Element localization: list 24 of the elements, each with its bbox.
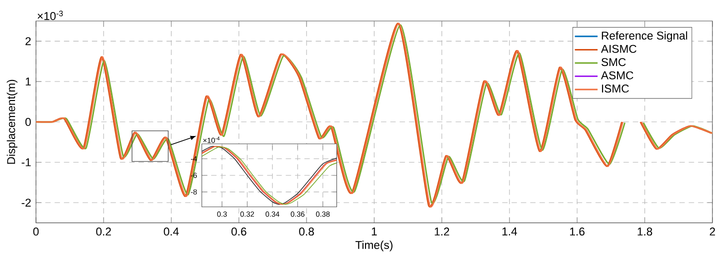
y-tick-label: -2 (22, 198, 31, 207)
legend-label: ISMC (602, 84, 629, 93)
y-tick-label: 1 (26, 78, 31, 86)
x-tick-label: 0.8 (299, 228, 314, 236)
x-tick-label: 0.6 (231, 228, 246, 236)
text: ×10$^{-3}$ (38, 10, 63, 20)
x-tick-label: 0.4 (164, 228, 179, 236)
y-tick-label: 0 (25, 118, 31, 126)
x-tick-label: 1.4 (502, 228, 518, 236)
legend-label: SMC (602, 58, 626, 66)
x-axis-title: Time(s) (355, 240, 392, 252)
x-tick-label: 1.2 (434, 228, 450, 236)
x-tick-label: 0 (33, 228, 39, 236)
y-tick-label: 2 (26, 37, 31, 46)
x-tick-label: 1.6 (570, 228, 585, 236)
legend-label: Reference Signal (602, 31, 688, 42)
x-tick-label: 2 (710, 228, 715, 236)
y-axis-title: Displacement(m) (6, 80, 18, 164)
x-tick-label: 1.8 (638, 228, 652, 236)
legend-label: AISMC (601, 44, 636, 53)
x-tick-label: 1 (372, 228, 377, 236)
y-tick-label: -1 (22, 158, 31, 166)
x-tick-label: 0.2 (96, 228, 111, 236)
legend-label: ASMC (601, 71, 634, 80)
